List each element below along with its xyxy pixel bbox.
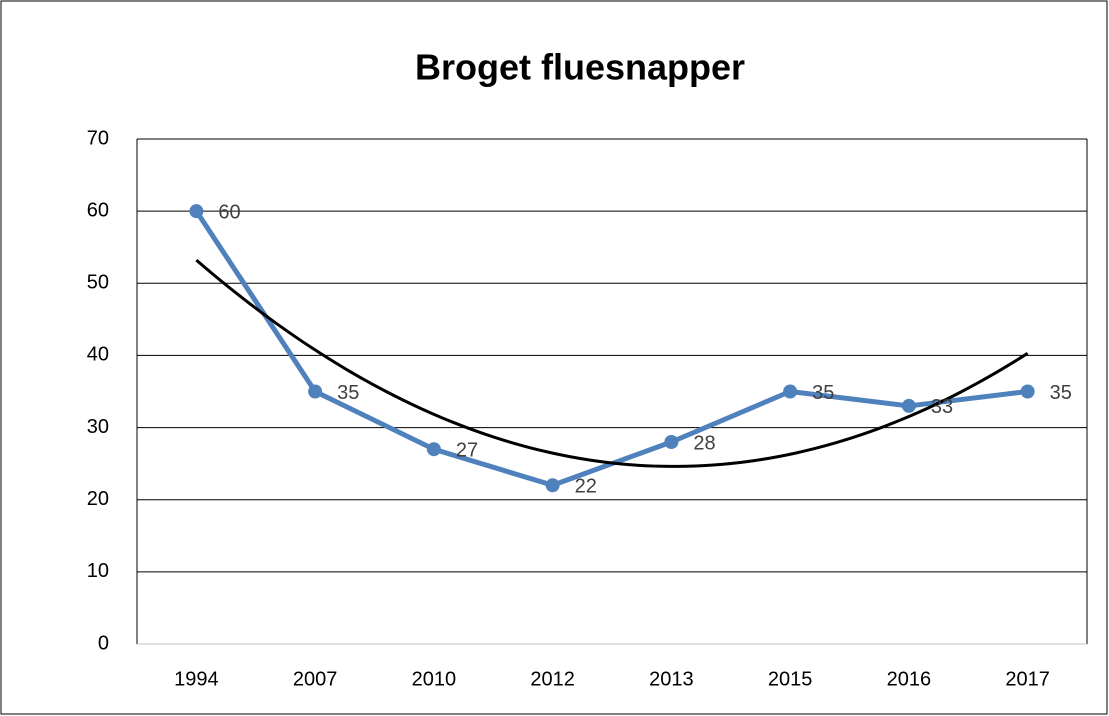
y-tick-label: 50 (87, 272, 109, 294)
x-tick-label: 2016 (887, 668, 932, 690)
x-tick-label: 2012 (530, 668, 575, 690)
data-label: 27 (456, 439, 478, 461)
y-tick-label: 20 (87, 488, 109, 510)
data-label: 33 (931, 396, 953, 418)
y-tick-label: 60 (87, 199, 109, 221)
data-point (308, 384, 323, 399)
x-tick-label: 2017 (1005, 668, 1050, 690)
data-point (1020, 384, 1035, 399)
data-label: 22 (575, 476, 597, 498)
x-tick-label: 2013 (649, 668, 694, 690)
data-point (426, 442, 441, 457)
y-tick-label: 10 (87, 560, 109, 582)
x-tick-label: 2007 (293, 668, 338, 690)
chart-title: Broget fluesnapper (415, 47, 745, 88)
y-tick-label: 0 (98, 632, 109, 654)
y-tick-label: 30 (87, 416, 109, 438)
data-point (189, 204, 204, 219)
x-tick-label: 1994 (174, 668, 219, 690)
data-point (545, 478, 560, 493)
y-tick-label: 40 (87, 344, 109, 366)
data-label: 35 (1050, 382, 1072, 404)
data-label: 60 (218, 201, 240, 223)
x-tick-label: 2010 (412, 668, 457, 690)
y-tick-label: 70 (87, 127, 109, 149)
data-label: 28 (693, 432, 715, 454)
data-label: 35 (337, 382, 359, 404)
data-point (783, 384, 798, 399)
data-point (664, 435, 679, 449)
trendline (195, 259, 1029, 468)
data-point (901, 398, 916, 413)
x-tick-label: 2015 (768, 668, 813, 690)
data-label: 35 (812, 382, 834, 404)
